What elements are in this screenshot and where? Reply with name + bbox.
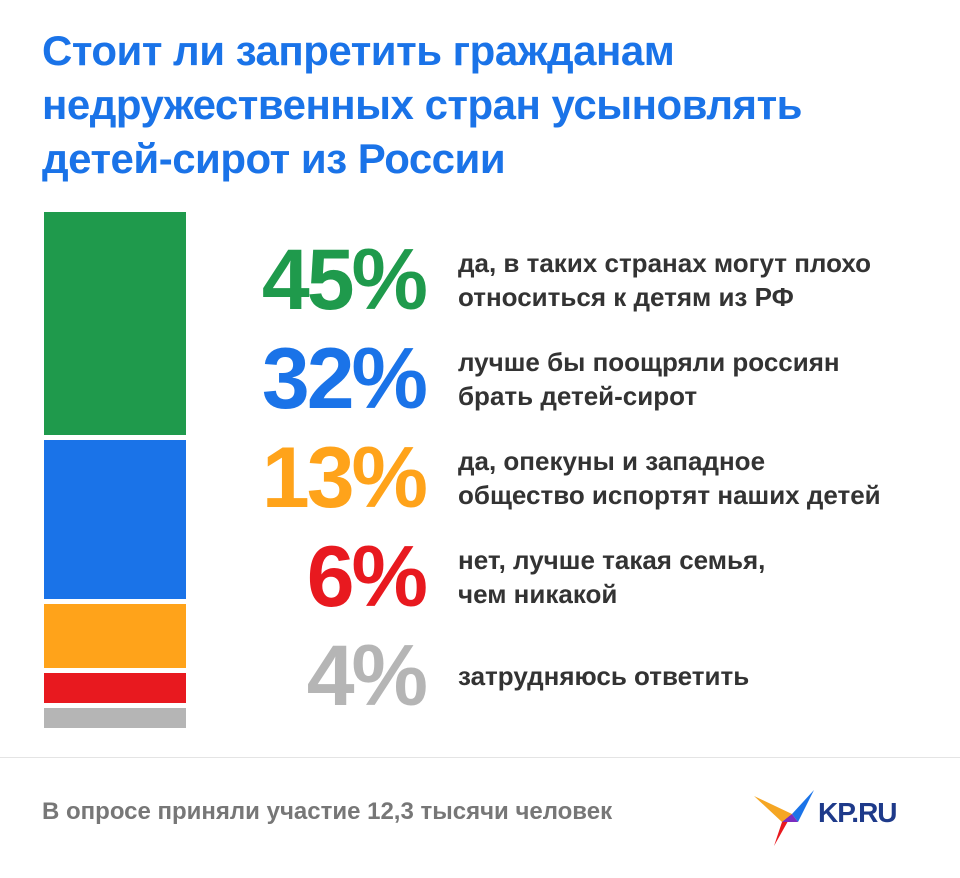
value-label: 45%: [261, 232, 428, 328]
logo: KP.RU: [818, 797, 898, 828]
bar-segment: [44, 708, 186, 728]
divider: [0, 757, 960, 758]
value-label: 4%: [306, 628, 428, 724]
logo-icon: [754, 790, 814, 846]
bar-segment: [44, 673, 186, 704]
bar-segment: [44, 212, 186, 436]
category-label: нет, лучше такая семья, чем никакой: [458, 545, 766, 609]
bar-segment: [44, 603, 186, 669]
chart-title: Стоит ли запретить гражданам недружестве…: [42, 27, 802, 182]
bar-segment: [44, 440, 186, 599]
category-label: лучше бы поощряли россиян брать детей-си…: [458, 347, 840, 411]
footnote: В опросе приняли участие 12,3 тысячи чел…: [42, 798, 613, 825]
category-label: да, опекуны и западное общество испортят…: [458, 446, 881, 510]
value-label: 32%: [261, 331, 428, 427]
category-label: затрудняюсь ответить: [458, 661, 750, 691]
category-label: да, в таких странах могут плохо относить…: [458, 248, 872, 312]
value-label: 13%: [261, 430, 428, 526]
value-label: 6%: [306, 529, 428, 625]
